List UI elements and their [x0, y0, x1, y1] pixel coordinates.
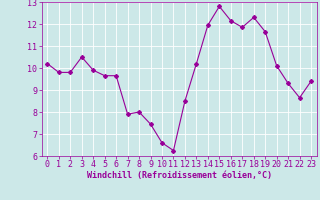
X-axis label: Windchill (Refroidissement éolien,°C): Windchill (Refroidissement éolien,°C) [87, 171, 272, 180]
